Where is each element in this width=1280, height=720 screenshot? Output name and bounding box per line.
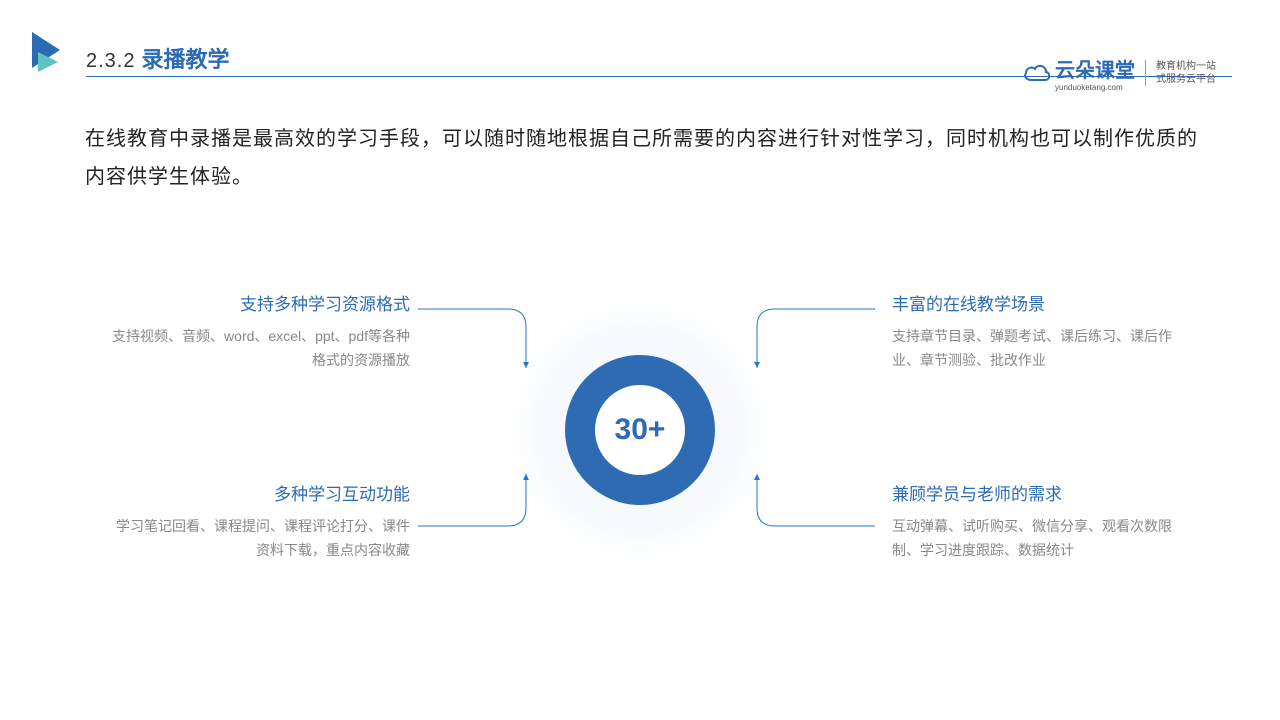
brand-name: 云朵课堂 [1055, 54, 1135, 83]
feature-title: 丰富的在线教学场景 [892, 290, 1192, 315]
feature-title: 多种学习互动功能 [110, 480, 410, 505]
feature-bottom-left: 多种学习互动功能 学习笔记回看、课程提问、课程评论打分、课件资料下载，重点内容收… [110, 480, 410, 563]
brand-tagline-line2: 式服务云平台 [1156, 73, 1216, 86]
feature-top-left: 支持多种学习资源格式 支持视频、音频、word、excel、ppt、pdf等各种… [110, 290, 410, 373]
brand-url: yunduoketang.com [1055, 83, 1135, 92]
cloud-icon [1023, 62, 1051, 84]
play-icon [28, 30, 72, 74]
feature-desc: 支持章节目录、弹题考试、课后练习、课后作业、章节测验、批改作业 [892, 325, 1192, 373]
feature-bottom-right: 兼顾学员与老师的需求 互动弹幕、试听购买、微信分享、观看次数限制、学习进度跟踪、… [892, 480, 1192, 563]
feature-title: 兼顾学员与老师的需求 [892, 480, 1192, 505]
feature-top-right: 丰富的在线教学场景 支持章节目录、弹题考试、课后练习、课后作业、章节测验、批改作… [892, 290, 1192, 373]
brand-tagline-line1: 教育机构一站 [1156, 60, 1216, 73]
feature-desc: 支持视频、音频、word、excel、ppt、pdf等各种格式的资源播放 [110, 325, 410, 373]
ring-value: 30+ [615, 413, 666, 447]
section-title: 录播教学 [141, 42, 229, 74]
feature-desc: 互动弹幕、试听购买、微信分享、观看次数限制、学习进度跟踪、数据统计 [892, 515, 1192, 563]
feature-desc: 学习笔记回看、课程提问、课程评论打分、课件资料下载，重点内容收藏 [110, 515, 410, 563]
ring: 30+ [565, 355, 715, 505]
intro-paragraph: 在线教育中录播是最高效的学习手段，可以随时随地根据自己所需要的内容进行针对性学习… [85, 120, 1210, 196]
brand-logo: 云朵课堂 yunduoketang.com 教育机构一站 式服务云平台 [1023, 54, 1216, 92]
feature-title: 支持多种学习资源格式 [110, 290, 410, 315]
section-number: 2.3.2 [86, 50, 135, 73]
brand-tagline: 教育机构一站 式服务云平台 [1145, 60, 1216, 86]
center-ring: 30+ [510, 300, 770, 560]
